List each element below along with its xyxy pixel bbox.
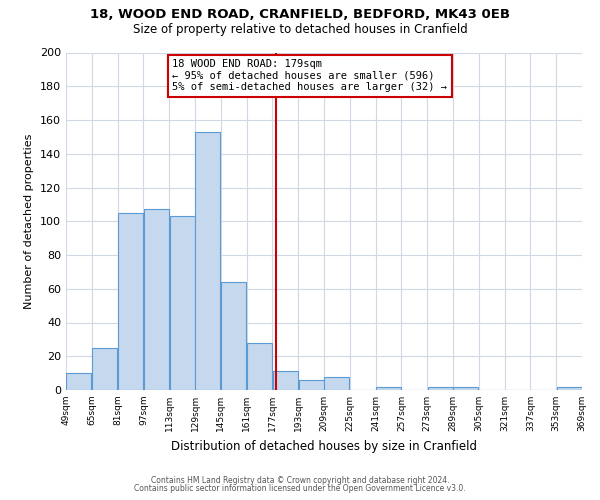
Bar: [376, 386, 401, 390]
Bar: [273, 372, 298, 390]
Bar: [144, 210, 169, 390]
Bar: [170, 216, 194, 390]
Bar: [557, 386, 581, 390]
Bar: [221, 282, 246, 390]
Text: Contains HM Land Registry data © Crown copyright and database right 2024.: Contains HM Land Registry data © Crown c…: [151, 476, 449, 485]
X-axis label: Distribution of detached houses by size in Cranfield: Distribution of detached houses by size …: [171, 440, 477, 452]
Bar: [428, 386, 452, 390]
Bar: [92, 348, 117, 390]
Bar: [196, 132, 220, 390]
Bar: [325, 376, 349, 390]
Bar: [67, 373, 91, 390]
Bar: [247, 343, 272, 390]
Text: 18 WOOD END ROAD: 179sqm
← 95% of detached houses are smaller (596)
5% of semi-d: 18 WOOD END ROAD: 179sqm ← 95% of detach…: [172, 59, 448, 92]
Y-axis label: Number of detached properties: Number of detached properties: [25, 134, 34, 309]
Bar: [118, 213, 143, 390]
Bar: [454, 386, 478, 390]
Text: Size of property relative to detached houses in Cranfield: Size of property relative to detached ho…: [133, 22, 467, 36]
Text: Contains public sector information licensed under the Open Government Licence v3: Contains public sector information licen…: [134, 484, 466, 493]
Text: 18, WOOD END ROAD, CRANFIELD, BEDFORD, MK43 0EB: 18, WOOD END ROAD, CRANFIELD, BEDFORD, M…: [90, 8, 510, 20]
Bar: [299, 380, 323, 390]
